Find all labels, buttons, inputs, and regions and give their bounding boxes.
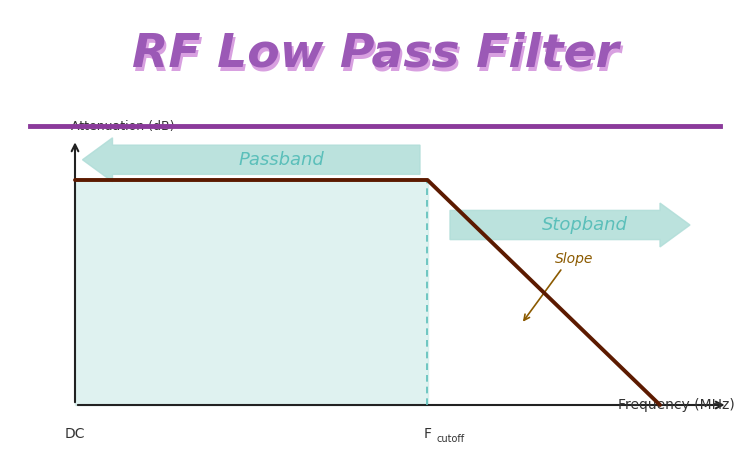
Text: Stopband: Stopband — [542, 216, 628, 234]
FancyArrow shape — [82, 138, 420, 182]
Text: F: F — [424, 428, 432, 441]
Text: Slope: Slope — [555, 252, 593, 266]
Text: Frequency (MHz): Frequency (MHz) — [618, 398, 735, 412]
Text: RF Low Pass Filter: RF Low Pass Filter — [134, 35, 621, 80]
Text: DC: DC — [64, 428, 86, 441]
Bar — [75, 180, 428, 405]
Text: Passband: Passband — [238, 151, 324, 169]
Text: RF Low Pass Filter: RF Low Pass Filter — [132, 32, 618, 76]
FancyArrow shape — [450, 203, 690, 247]
Text: cutoff: cutoff — [436, 434, 464, 444]
Text: Attenuation (dB): Attenuation (dB) — [71, 120, 175, 133]
